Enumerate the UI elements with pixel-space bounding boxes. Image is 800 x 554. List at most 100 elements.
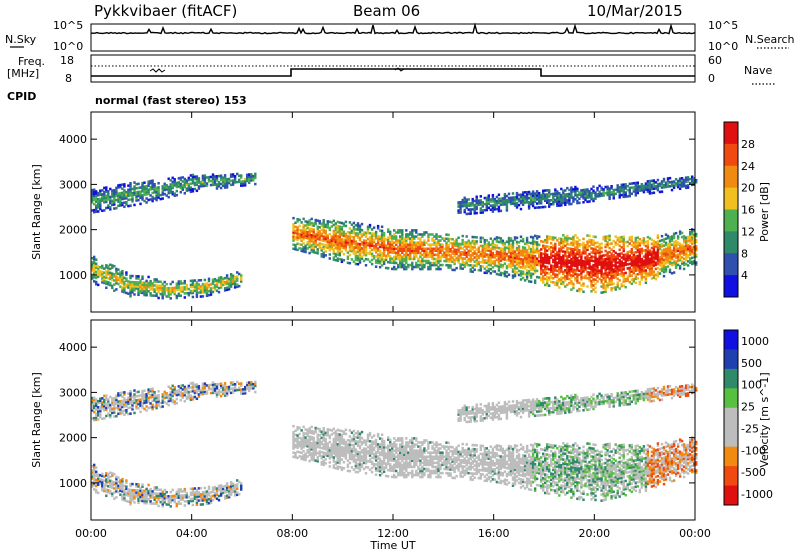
velocity-cell: [165, 503, 168, 506]
power-cell: [103, 190, 106, 194]
power-cell: [240, 176, 243, 179]
velocity-cell: [169, 399, 172, 402]
power-cell: [467, 257, 470, 261]
power-cell: [666, 236, 670, 240]
power-cell: [501, 241, 505, 245]
power-cell: [376, 224, 380, 228]
power-cell: [668, 250, 672, 253]
power-cell: [550, 280, 553, 284]
power-cell: [604, 290, 607, 294]
power-cell: [610, 268, 613, 272]
power-cell: [370, 248, 374, 252]
power-cell: [479, 267, 483, 270]
velocity-cell: [133, 397, 136, 400]
power-cell: [300, 221, 303, 224]
power-cell: [527, 261, 531, 265]
power-cell: [582, 201, 585, 204]
power-cell: [564, 199, 567, 202]
power-cell: [433, 253, 436, 257]
power-cell: [105, 270, 108, 273]
power-cell: [552, 244, 555, 247]
power-cell: [590, 241, 593, 244]
power-cell: [378, 251, 382, 255]
power-cell: [364, 233, 368, 237]
power-cell: [566, 261, 569, 264]
power-cell: [612, 272, 615, 275]
nsky-label: N.Sky: [5, 33, 37, 46]
power-cell: [334, 226, 338, 229]
power-cell: [554, 242, 557, 246]
velocity-cell: [93, 416, 96, 420]
power-cell: [219, 284, 223, 287]
power-cell: [652, 254, 656, 257]
power-cell: [467, 204, 470, 207]
power-cell: [670, 237, 674, 240]
power-cell: [644, 275, 648, 278]
power-cell: [664, 262, 668, 265]
power-cell: [300, 243, 303, 247]
power-cell: [485, 253, 489, 256]
power-cell: [141, 188, 144, 191]
power-cell: [483, 261, 487, 264]
power-cell: [487, 267, 491, 271]
power-cell: [646, 184, 650, 187]
power-cell: [546, 259, 549, 263]
power-cell: [159, 286, 162, 290]
power-cell: [437, 249, 440, 253]
power-cell: [608, 191, 611, 194]
power-cell: [656, 188, 660, 192]
power-cell: [479, 199, 483, 202]
velocity-cell: [133, 497, 136, 500]
power-cell: [401, 255, 404, 259]
power-cell: [525, 277, 529, 281]
power-cell: [513, 196, 517, 199]
power-cell: [521, 240, 525, 243]
power-cell: [620, 187, 623, 191]
power-cell: [691, 252, 694, 256]
power-cell: [691, 175, 694, 179]
power-cell: [421, 265, 424, 269]
power-cell: [411, 265, 414, 269]
power-cell: [205, 290, 209, 294]
power-cell: [387, 248, 390, 252]
power-cell: [517, 241, 521, 244]
power-cell: [582, 284, 585, 287]
power-cell: [203, 184, 207, 188]
power-cell: [590, 251, 593, 254]
power-cell: [163, 293, 166, 296]
power-cell: [572, 274, 575, 278]
power-cell: [691, 230, 694, 233]
power-cell: [656, 248, 660, 252]
power-cell: [523, 258, 527, 262]
power-cell: [535, 249, 539, 252]
power-cell: [487, 241, 491, 244]
power-cell: [489, 255, 493, 259]
power-cell: [296, 218, 299, 221]
power-cell: [389, 249, 392, 252]
power-cell: [610, 276, 613, 280]
power-cell: [302, 231, 305, 235]
velocity-cell: [97, 406, 100, 409]
power-cell: [93, 272, 96, 275]
velocity-cell: [95, 478, 98, 482]
power-cell: [604, 288, 607, 291]
power-cell: [107, 206, 110, 209]
power-cell: [163, 291, 166, 294]
power-cell: [634, 236, 638, 240]
velocity-cell: [107, 485, 110, 488]
power-cell: [550, 252, 553, 255]
power-cell: [666, 242, 670, 246]
power-cell: [179, 176, 183, 180]
power-cell: [598, 259, 601, 262]
power-cell: [485, 200, 489, 204]
power-cell: [469, 258, 472, 261]
power-cell: [201, 176, 205, 180]
power-cell: [401, 247, 404, 251]
power-cell: [511, 241, 515, 245]
velocity-cell: [147, 489, 150, 493]
power-cell: [489, 200, 493, 203]
velocity-cell: [141, 485, 144, 488]
power-cell: [320, 255, 323, 258]
power-cell: [300, 247, 303, 251]
power-cell: [636, 269, 640, 272]
